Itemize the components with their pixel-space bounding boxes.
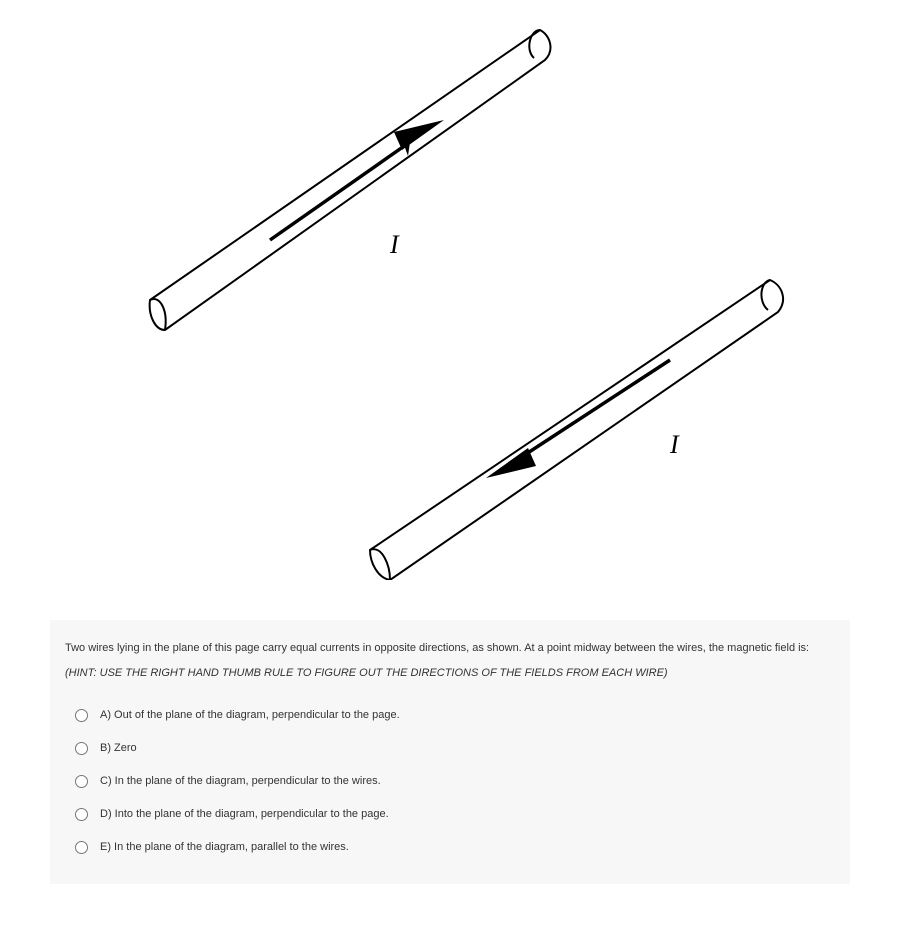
option-d-radio[interactable] bbox=[75, 808, 88, 821]
option-d[interactable]: D) Into the plane of the diagram, perpen… bbox=[65, 798, 835, 831]
diagram-svg bbox=[110, 20, 830, 580]
option-a-radio[interactable] bbox=[75, 709, 88, 722]
hint-text: (HINT: USE THE RIGHT HAND THUMB RULE TO … bbox=[65, 667, 835, 679]
bottom-wire-label: I bbox=[670, 430, 679, 460]
option-a[interactable]: A) Out of the plane of the diagram, perp… bbox=[65, 699, 835, 732]
option-a-label: A) Out of the plane of the diagram, perp… bbox=[100, 709, 400, 721]
option-e-label: E) In the plane of the diagram, parallel… bbox=[100, 841, 349, 853]
wires-diagram: I I bbox=[110, 20, 830, 580]
question-text: Two wires lying in the plane of this pag… bbox=[65, 640, 835, 657]
option-c-radio[interactable] bbox=[75, 775, 88, 788]
bottom-wire bbox=[370, 280, 783, 580]
top-wire-label: I bbox=[390, 230, 399, 260]
option-e-radio[interactable] bbox=[75, 841, 88, 854]
option-c-label: C) In the plane of the diagram, perpendi… bbox=[100, 775, 381, 787]
option-d-label: D) Into the plane of the diagram, perpen… bbox=[100, 808, 389, 820]
option-c[interactable]: C) In the plane of the diagram, perpendi… bbox=[65, 765, 835, 798]
option-b[interactable]: B) Zero bbox=[65, 732, 835, 765]
option-b-radio[interactable] bbox=[75, 742, 88, 755]
option-b-label: B) Zero bbox=[100, 742, 137, 754]
question-block: Two wires lying in the plane of this pag… bbox=[50, 620, 850, 884]
top-wire bbox=[150, 30, 551, 330]
option-e[interactable]: E) In the plane of the diagram, parallel… bbox=[65, 831, 835, 864]
options-list: A) Out of the plane of the diagram, perp… bbox=[65, 699, 835, 864]
